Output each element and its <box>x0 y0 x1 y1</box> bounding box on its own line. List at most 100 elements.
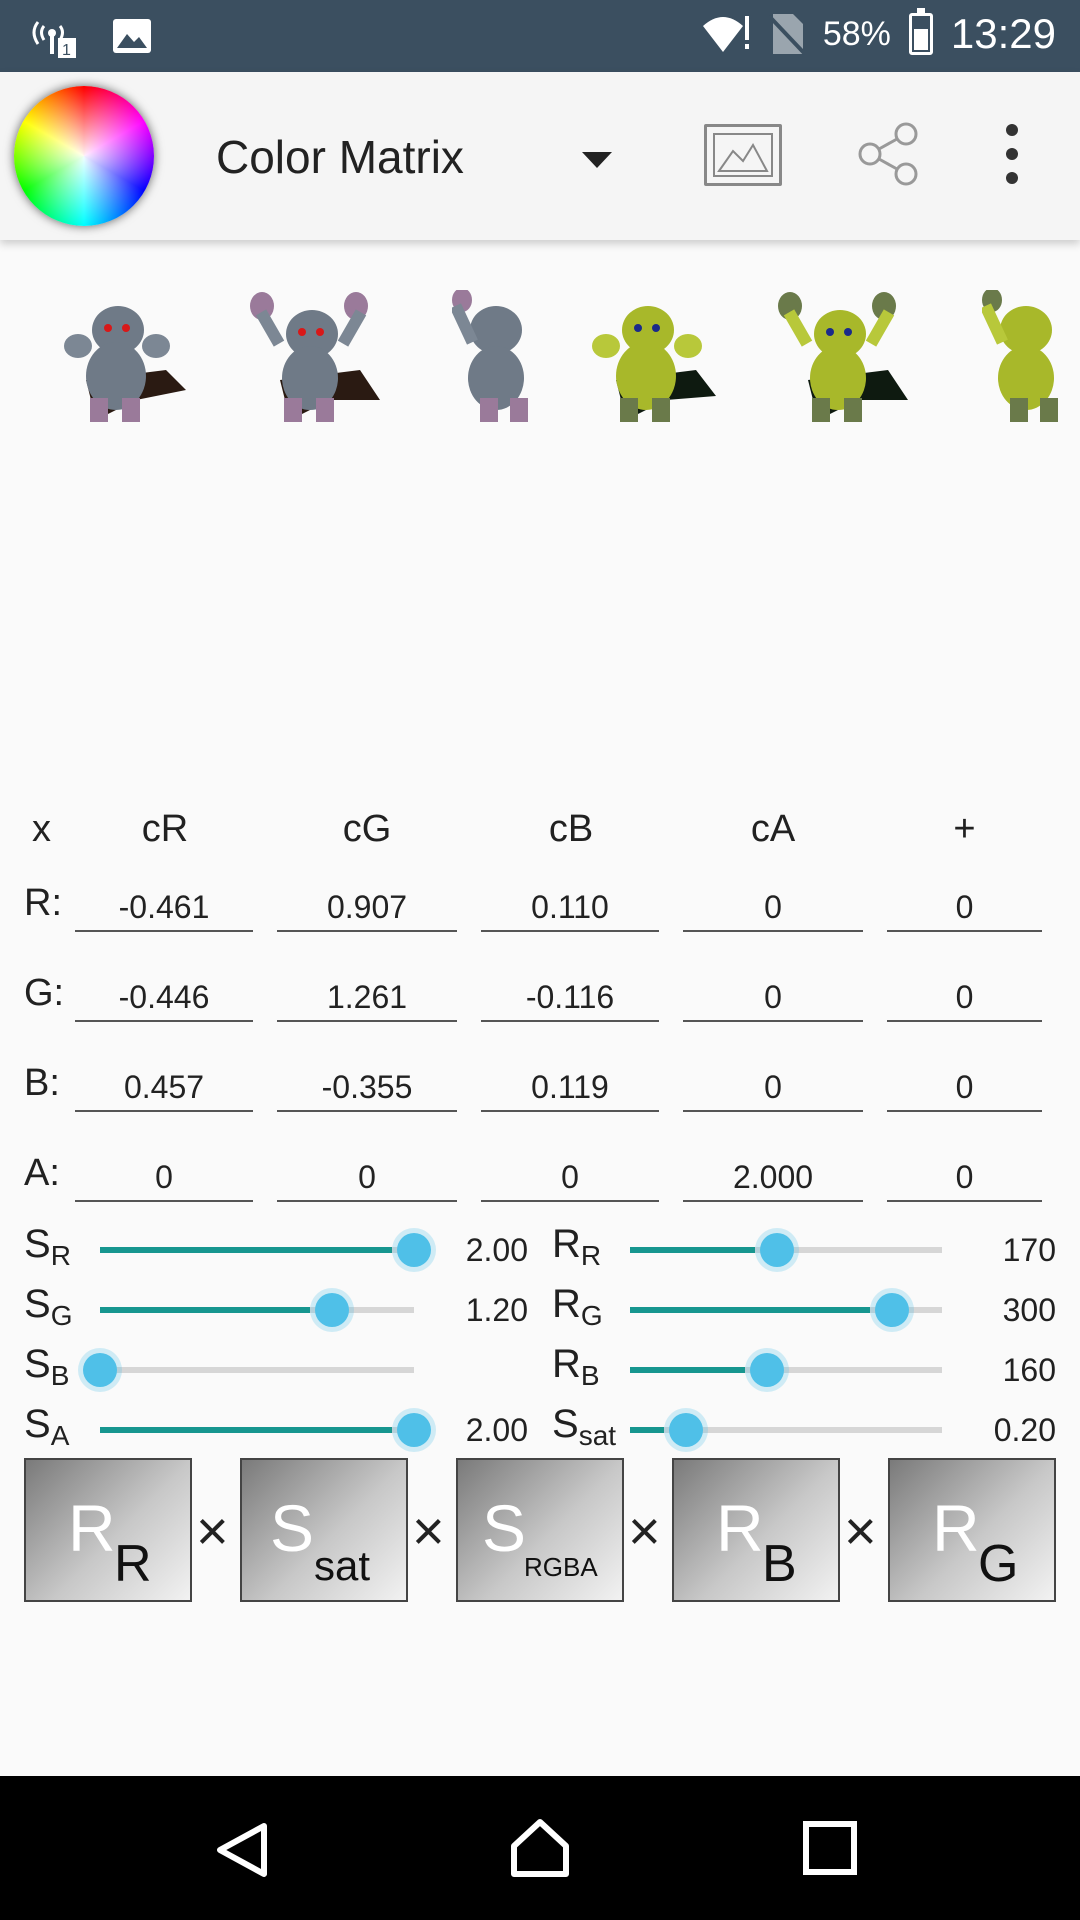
matrix-input[interactable]: -0.446 <box>75 974 253 1022</box>
tile-base-label: R <box>932 1491 980 1565</box>
grey-sprite-partial-icon <box>452 290 528 422</box>
share-icon[interactable] <box>858 122 920 186</box>
slider-value: 300 <box>1002 1292 1056 1328</box>
multiply-operator: × <box>844 1499 877 1562</box>
recents-icon[interactable] <box>802 1820 858 1876</box>
clock: 13:29 <box>950 10 1056 57</box>
slider-row: Ssat 0.20 <box>552 1402 1056 1458</box>
slider-fill <box>630 1367 746 1373</box>
slider-track[interactable] <box>630 1367 942 1373</box>
slider-row: RB 160 <box>552 1342 1056 1398</box>
matrix-row-g: G: -0.446 1.261 -0.116 0 0 <box>0 966 1080 1026</box>
more-vert-icon[interactable] <box>1000 124 1024 188</box>
transform-tile-ssat[interactable]: S sat <box>240 1458 408 1602</box>
slider-track[interactable] <box>630 1427 942 1433</box>
slider-fill <box>100 1427 392 1433</box>
matrix-input[interactable]: -0.461 <box>75 884 253 932</box>
matrix-input[interactable]: -0.116 <box>481 974 659 1022</box>
matrix-input[interactable]: 0 <box>683 884 863 932</box>
matrix-input[interactable]: 0 <box>887 1154 1042 1202</box>
matrix-header: x cR cG cB cA + <box>0 808 1080 858</box>
image-notification-icon <box>113 19 151 53</box>
matrix-input[interactable]: -0.355 <box>277 1064 457 1112</box>
slider-thumb[interactable] <box>397 1413 431 1447</box>
color-wheel-icon[interactable] <box>14 86 154 226</box>
dropdown-arrow-icon[interactable] <box>582 152 612 168</box>
slider-label: SA <box>24 1402 70 1451</box>
image-icon[interactable] <box>704 124 782 186</box>
matrix-input[interactable]: 0 <box>277 1154 457 1202</box>
signal-icon: 1 <box>32 21 76 58</box>
slider-thumb[interactable] <box>397 1233 431 1267</box>
transform-tile-rr[interactable]: R R <box>24 1458 192 1602</box>
slider-thumb[interactable] <box>315 1293 350 1327</box>
transform-tile-rg[interactable]: R G <box>888 1458 1056 1602</box>
matrix-input[interactable]: 0 <box>683 1064 863 1112</box>
sprite-preview-row <box>0 280 1080 440</box>
matrix-corner-label: x <box>32 808 51 850</box>
matrix-input[interactable]: 0 <box>75 1154 253 1202</box>
matrix-input[interactable]: 0.457 <box>75 1064 253 1112</box>
column-header: + <box>953 808 976 850</box>
slider-fill <box>100 1307 311 1313</box>
slider-fill <box>630 1427 665 1433</box>
row-label: A: <box>24 1152 60 1194</box>
slider-fill <box>630 1247 755 1253</box>
tile-sub-label: RGBA <box>524 1552 598 1582</box>
matrix-input[interactable]: 0 <box>887 884 1042 932</box>
slider-row: SA 2.00 <box>24 1402 528 1458</box>
battery-percent: 58% <box>822 14 891 53</box>
yellow-sprite-icon <box>592 306 716 422</box>
column-header: cG <box>342 808 392 850</box>
multiply-operator: × <box>412 1499 445 1562</box>
transform-tile-srgba[interactable]: S RGBA <box>456 1458 624 1602</box>
tile-sub-label: B <box>762 1535 797 1593</box>
matrix-input[interactable]: 0.119 <box>481 1064 659 1112</box>
matrix-input[interactable]: 0 <box>683 974 863 1022</box>
home-icon[interactable] <box>508 1816 572 1880</box>
multiply-operator: × <box>196 1499 229 1562</box>
slider-thumb[interactable] <box>750 1353 785 1387</box>
row-label: B: <box>24 1062 60 1104</box>
tile-sub-label: G <box>978 1535 1019 1593</box>
matrix-row-a: A: 0 0 0 2.000 0 <box>0 1146 1080 1206</box>
slider-row: SR 2.00 <box>24 1222 528 1278</box>
app-title[interactable]: Color Matrix <box>216 131 464 183</box>
battery-charging-icon <box>908 8 933 55</box>
slider-label: RB <box>552 1342 600 1391</box>
status-bar: 1 58% 13:29 <box>0 0 1080 72</box>
slider-thumb[interactable] <box>83 1353 117 1387</box>
matrix-row-r: R: -0.461 0.907 0.110 0 0 <box>0 876 1080 936</box>
slider-value: 1.20 <box>465 1292 528 1328</box>
slider-track[interactable] <box>100 1367 414 1373</box>
matrix-input[interactable]: 0.110 <box>481 884 659 932</box>
slider-value: 0.20 <box>993 1412 1056 1448</box>
grey-sprite-icon <box>64 306 186 422</box>
navigation-bar <box>0 1776 1080 1920</box>
tile-base-label: R <box>716 1491 764 1565</box>
matrix-input[interactable]: 1.261 <box>277 974 457 1022</box>
grey-sprite-icon <box>250 292 380 422</box>
slider-value: 2.00 <box>465 1412 528 1448</box>
no-sim-icon <box>768 14 805 56</box>
matrix-input[interactable]: 0 <box>887 1064 1042 1112</box>
matrix-input[interactable]: 2.000 <box>683 1154 863 1202</box>
back-icon[interactable] <box>212 1820 272 1880</box>
app-toolbar: Color Matrix <box>0 72 1080 240</box>
matrix-input[interactable]: 0.907 <box>277 884 457 932</box>
slider-thumb[interactable] <box>759 1233 794 1267</box>
slider-label: SR <box>24 1222 71 1271</box>
slider-thumb[interactable] <box>669 1413 704 1447</box>
tile-sub-label: sat <box>314 1542 371 1589</box>
transform-chain: R R × S sat × S RGBA × R B × R G <box>24 1458 1056 1602</box>
slider-value: 160 <box>1002 1352 1056 1388</box>
wifi-icon <box>702 16 749 52</box>
matrix-input[interactable]: 0 <box>481 1154 659 1202</box>
slider-thumb[interactable] <box>875 1293 910 1327</box>
slider-label: Ssat <box>552 1402 617 1451</box>
slider-value: 2.00 <box>465 1232 528 1268</box>
column-header: cA <box>750 808 796 850</box>
matrix-input[interactable]: 0 <box>887 974 1042 1022</box>
row-label: G: <box>24 972 65 1014</box>
transform-tile-rb[interactable]: R B <box>672 1458 840 1602</box>
